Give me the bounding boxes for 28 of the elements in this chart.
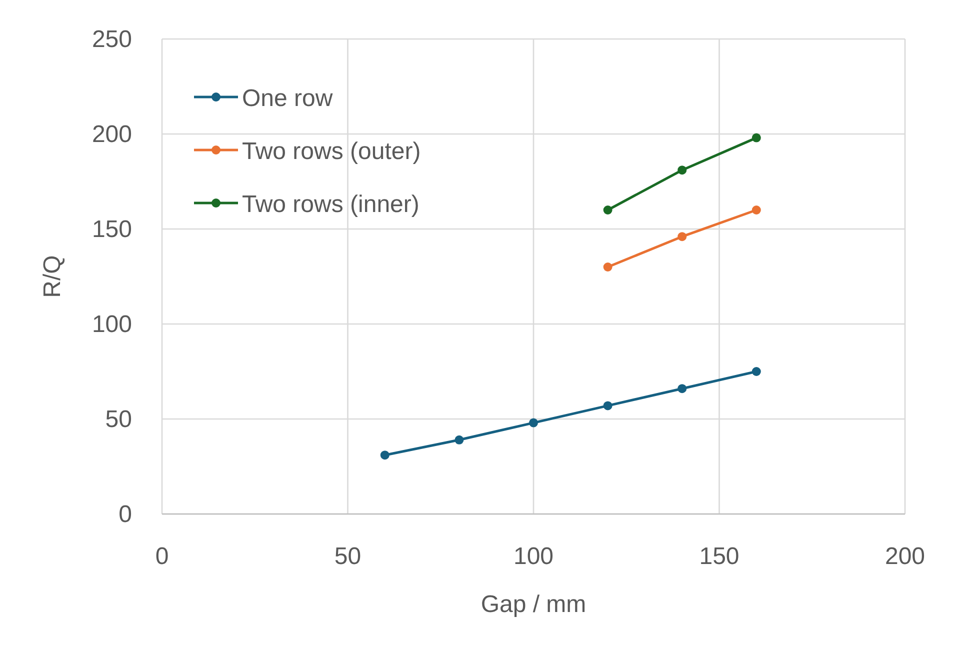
y-tick-label: 150 xyxy=(92,216,132,243)
x-tick-label: 100 xyxy=(513,543,554,570)
point xyxy=(678,232,687,242)
point xyxy=(752,367,761,376)
y-axis-title: R/Q xyxy=(39,255,66,298)
point xyxy=(752,206,761,214)
y-tick-label: 100 xyxy=(92,311,132,338)
x-tick-label: 50 xyxy=(334,543,362,570)
legend-label: Two rows (inner) xyxy=(242,191,420,218)
point xyxy=(603,206,612,214)
x-axis-title: Gap / mm xyxy=(480,591,586,618)
point xyxy=(752,133,761,142)
point xyxy=(380,450,390,460)
point xyxy=(603,401,612,410)
x-tick-label: 200 xyxy=(884,543,926,570)
x-tick-label: 0 xyxy=(155,543,169,570)
x-tick-label: 150 xyxy=(699,543,740,570)
point xyxy=(678,384,687,394)
y-tick-label: 200 xyxy=(92,121,132,148)
y-tick-label: 50 xyxy=(105,406,132,433)
y-tick-label: 0 xyxy=(118,501,132,528)
point xyxy=(603,262,612,272)
point xyxy=(529,418,538,428)
point xyxy=(678,166,687,175)
point xyxy=(454,435,464,444)
y-tick-label: 250 xyxy=(92,26,132,53)
legend-label: One row xyxy=(242,85,334,112)
legend-label: Two rows (outer) xyxy=(242,138,421,165)
